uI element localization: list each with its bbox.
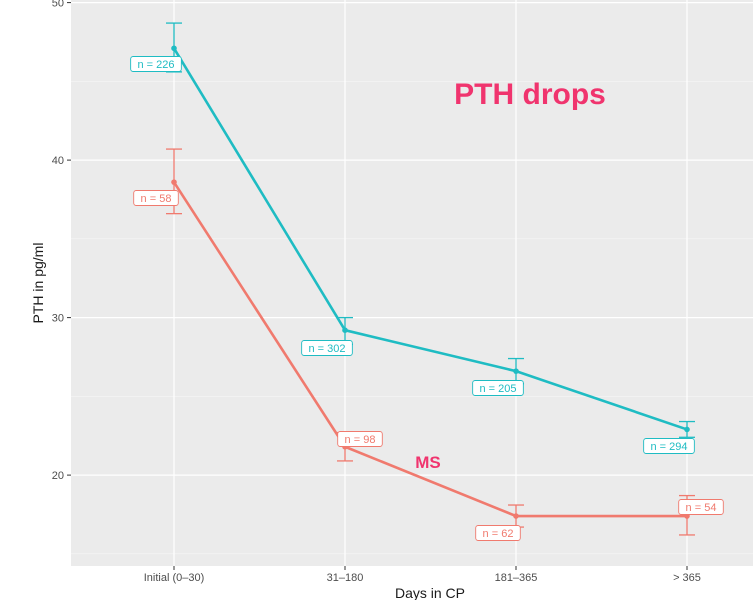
data-point <box>171 45 177 52</box>
data-point <box>513 368 519 374</box>
n-label: n = 58 <box>133 190 179 206</box>
n-label-box <box>643 438 695 454</box>
n-label-box <box>301 340 353 356</box>
n-label-box <box>475 525 521 541</box>
x-axis-ticks: Initial (0–30) 31–180 181–365 > 365 <box>144 566 701 584</box>
n-label-box <box>130 56 182 72</box>
n-label-text: n = 54 <box>686 502 717 514</box>
n-label-text: n = 302 <box>308 343 345 355</box>
plot-panel <box>71 0 753 566</box>
n-label-text: n = 294 <box>650 441 687 453</box>
n-label: n = 205 <box>472 380 524 396</box>
n-label-text: n = 98 <box>345 434 376 446</box>
n-label: n = 54 <box>678 499 724 515</box>
n-label: n = 226 <box>130 56 182 72</box>
n-label-box <box>133 190 179 206</box>
n-label: n = 302 <box>301 340 353 356</box>
y-axis-title: PTH in pg/ml <box>30 243 46 324</box>
y-tick-label: 50 <box>52 0 64 10</box>
n-label: n = 98 <box>337 431 383 447</box>
annotation-pth-drops: PTH drops <box>454 78 606 111</box>
series-line-ms <box>172 181 687 518</box>
n-label-box <box>472 380 524 396</box>
x-tick-label: 181–365 <box>495 572 538 584</box>
x-axis-title: Days in CP <box>395 585 465 600</box>
n-label-text: n = 58 <box>141 193 172 205</box>
n-label-text: n = 205 <box>479 383 516 395</box>
n-labels-layer: n = 226 n = 302 n = 205 n = 294 n = 58 n = 98… <box>130 56 724 541</box>
y-tick-label: 30 <box>52 313 64 325</box>
n-label: n = 294 <box>643 438 695 454</box>
data-point <box>684 426 690 433</box>
n-label-text: n = 226 <box>137 59 174 71</box>
n-label-text: n = 62 <box>483 528 514 540</box>
n-label-box <box>337 431 383 447</box>
series-layer <box>166 22 695 536</box>
annotation-ms: MS <box>415 453 441 472</box>
data-point <box>513 513 519 519</box>
data-point <box>342 327 348 334</box>
y-axis-ticks: 20 30 40 50 <box>52 0 71 482</box>
y-tick-label: 20 <box>52 470 64 482</box>
x-tick-label: 31–180 <box>327 572 364 584</box>
series-line-cyan <box>172 47 688 431</box>
n-label-box <box>678 499 724 515</box>
data-point <box>171 179 177 185</box>
y-tick-label: 40 <box>52 155 64 167</box>
x-tick-label: Initial (0–30) <box>144 572 205 584</box>
n-label: n = 62 <box>475 525 521 541</box>
x-tick-label: > 365 <box>673 572 701 584</box>
